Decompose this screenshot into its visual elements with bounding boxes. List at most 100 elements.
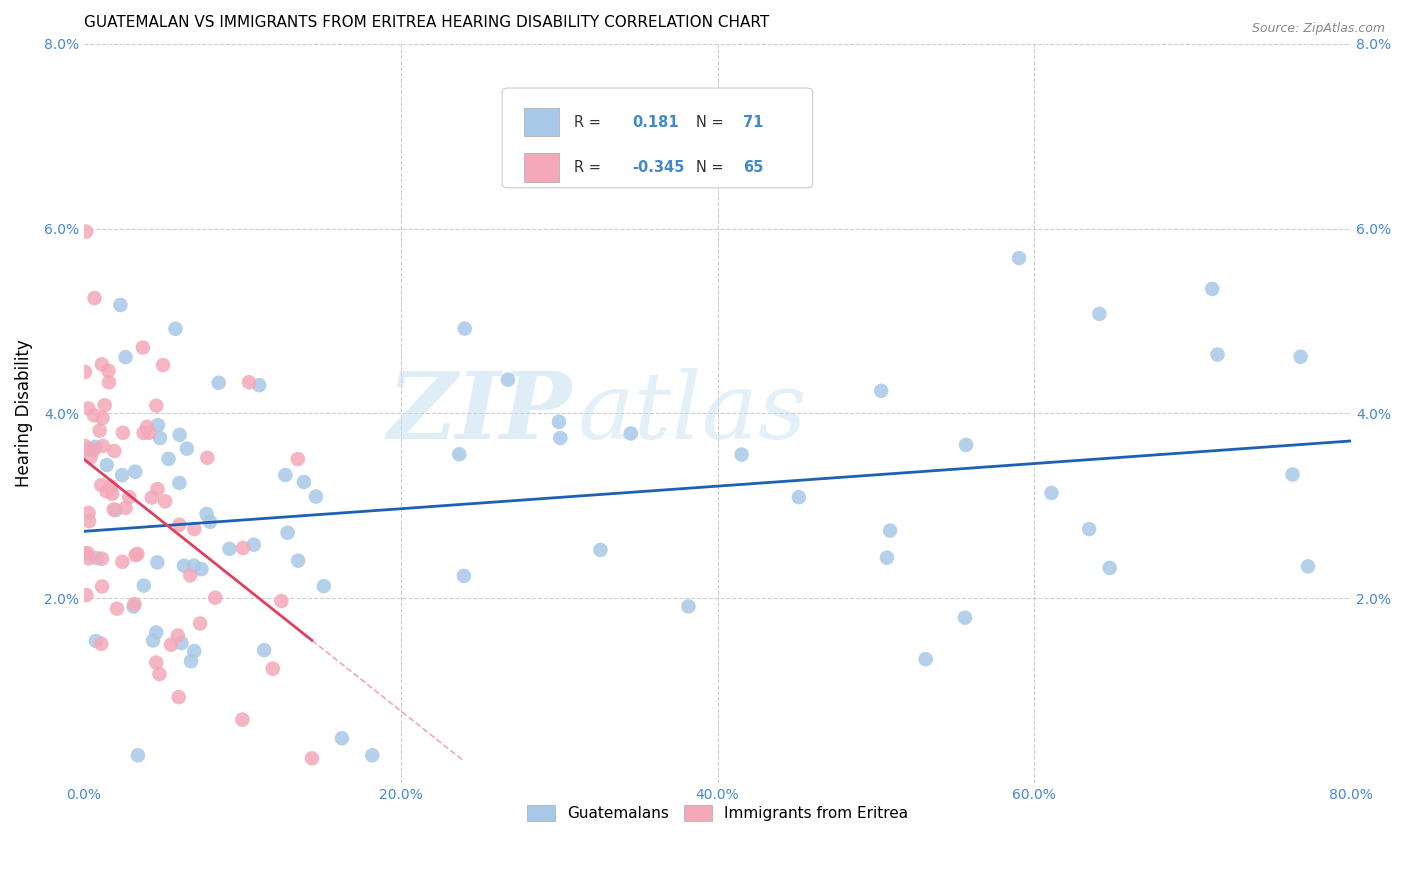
Point bbox=[787, 490, 810, 504]
Point bbox=[231, 713, 253, 727]
Point bbox=[132, 578, 155, 592]
Text: 71: 71 bbox=[742, 115, 763, 129]
Point bbox=[287, 452, 309, 467]
Point bbox=[83, 291, 105, 305]
Point bbox=[204, 591, 226, 605]
Point bbox=[218, 541, 240, 556]
Legend: Guatemalans, Immigrants from Eritrea: Guatemalans, Immigrants from Eritrea bbox=[522, 799, 914, 827]
Point bbox=[453, 569, 475, 583]
Point bbox=[111, 468, 134, 483]
Point bbox=[953, 610, 976, 624]
Point bbox=[1008, 251, 1031, 265]
Point bbox=[730, 448, 752, 462]
Point bbox=[183, 558, 205, 573]
Point bbox=[91, 411, 114, 425]
Point bbox=[620, 426, 643, 441]
Point bbox=[77, 551, 100, 566]
Text: GUATEMALAN VS IMMIGRANTS FROM ERITREA HEARING DISABILITY CORRELATION CHART: GUATEMALAN VS IMMIGRANTS FROM ERITREA HE… bbox=[84, 15, 769, 30]
Point bbox=[90, 637, 112, 651]
Point bbox=[100, 479, 122, 493]
Text: R =: R = bbox=[575, 160, 606, 175]
Point bbox=[242, 538, 264, 552]
Point bbox=[103, 444, 125, 458]
Point bbox=[208, 376, 231, 390]
Point bbox=[124, 548, 146, 562]
Point bbox=[1206, 347, 1229, 361]
Point bbox=[167, 690, 190, 705]
Point bbox=[361, 748, 384, 763]
Point bbox=[160, 638, 183, 652]
Point bbox=[148, 667, 170, 681]
Point bbox=[876, 550, 898, 565]
FancyBboxPatch shape bbox=[523, 108, 560, 136]
Point bbox=[152, 358, 174, 372]
Point bbox=[75, 225, 97, 239]
Point bbox=[165, 322, 187, 336]
Point bbox=[90, 357, 112, 371]
Y-axis label: Hearing Disability: Hearing Disability bbox=[15, 340, 32, 487]
Point bbox=[96, 458, 118, 472]
Point bbox=[77, 546, 100, 560]
Point bbox=[75, 588, 97, 602]
Point bbox=[169, 475, 191, 490]
Point bbox=[176, 442, 198, 456]
Point bbox=[198, 515, 221, 529]
Text: N =: N = bbox=[696, 160, 728, 175]
Point bbox=[111, 555, 134, 569]
Point bbox=[73, 439, 96, 453]
Text: -0.345: -0.345 bbox=[633, 160, 685, 175]
Point bbox=[124, 465, 146, 479]
Point bbox=[188, 616, 211, 631]
Point bbox=[149, 431, 172, 445]
Point bbox=[127, 748, 149, 763]
Point bbox=[96, 484, 118, 499]
Point bbox=[111, 425, 134, 440]
Point bbox=[277, 525, 299, 540]
Point bbox=[138, 425, 160, 440]
Point bbox=[914, 652, 936, 666]
Point bbox=[180, 654, 202, 668]
Point bbox=[166, 628, 188, 642]
Point bbox=[101, 487, 124, 501]
Point bbox=[548, 415, 571, 429]
Point bbox=[145, 656, 167, 670]
FancyBboxPatch shape bbox=[523, 153, 560, 182]
Point bbox=[127, 547, 149, 561]
Point bbox=[247, 378, 270, 392]
Point bbox=[97, 364, 120, 378]
Point bbox=[449, 447, 471, 461]
Point bbox=[146, 555, 169, 569]
Point bbox=[142, 633, 165, 648]
Point bbox=[153, 494, 176, 508]
Point bbox=[93, 398, 115, 412]
Point bbox=[132, 341, 155, 355]
Point bbox=[77, 514, 100, 528]
Point bbox=[97, 376, 120, 390]
Point bbox=[157, 451, 180, 466]
Point bbox=[274, 467, 297, 482]
Text: Source: ZipAtlas.com: Source: ZipAtlas.com bbox=[1251, 22, 1385, 36]
Point bbox=[146, 482, 169, 496]
Point bbox=[132, 425, 155, 440]
Point bbox=[122, 599, 145, 614]
Point bbox=[170, 636, 193, 650]
FancyBboxPatch shape bbox=[502, 88, 813, 188]
Point bbox=[312, 579, 335, 593]
Point bbox=[146, 418, 169, 433]
Point bbox=[145, 625, 167, 640]
Point bbox=[232, 541, 254, 555]
Point bbox=[91, 580, 114, 594]
Point bbox=[238, 376, 260, 390]
Point bbox=[86, 551, 108, 566]
Point bbox=[1289, 350, 1312, 364]
Point bbox=[110, 298, 132, 312]
Point bbox=[105, 601, 128, 615]
Point bbox=[136, 420, 159, 434]
Point bbox=[104, 503, 127, 517]
Point bbox=[173, 558, 195, 573]
Point bbox=[84, 634, 107, 648]
Point bbox=[262, 662, 284, 676]
Point bbox=[79, 450, 101, 464]
Text: N =: N = bbox=[696, 115, 728, 129]
Point bbox=[195, 450, 218, 465]
